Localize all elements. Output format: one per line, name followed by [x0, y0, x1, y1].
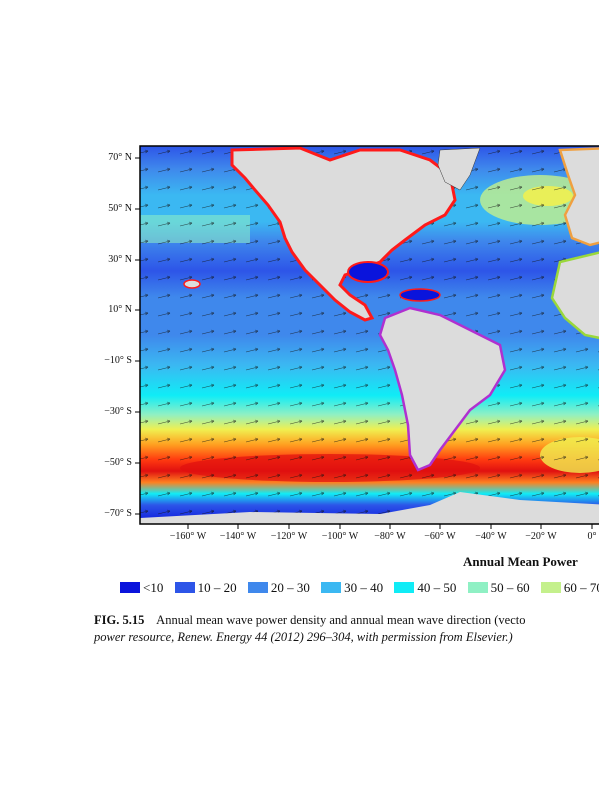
caption-line-1: FIG. 5.15 Annual mean wave power density…	[94, 612, 599, 629]
lon-label-0: 0°	[587, 531, 597, 542]
legend-item: <10	[120, 580, 163, 596]
lon-label-20w: −20° W	[525, 531, 557, 542]
legend-swatch	[467, 582, 488, 594]
north-america-landmass	[230, 146, 457, 322]
lat-label-30s: −30° S	[104, 406, 132, 417]
antarctica-landmass	[140, 492, 599, 524]
lat-label-70s: −70° S	[104, 508, 132, 519]
legend-label: 30 – 40	[344, 580, 384, 596]
legend-swatch	[394, 582, 415, 594]
lat-label-30n: 30° N	[108, 254, 132, 265]
lat-label-10n: 10° N	[108, 304, 132, 315]
map-frame	[139, 145, 599, 525]
caption-line-2: power resource, Renew. Energy 44 (2012) …	[94, 630, 513, 644]
legend-label: 10 – 20	[197, 580, 237, 596]
legend-item: 40 – 50	[394, 580, 456, 596]
legend-swatch	[540, 582, 561, 594]
colorbar-title: Annual Mean Power	[463, 554, 578, 569]
legend-swatch	[247, 582, 268, 594]
legend-swatch	[321, 582, 342, 594]
lat-label-70n: 70° N	[108, 152, 132, 163]
lon-label-60w: −60° W	[424, 531, 456, 542]
lat-label-10s: −10° S	[104, 355, 132, 366]
greenland-landmass	[437, 147, 481, 191]
figure-caption: FIG. 5.15 Annual mean wave power density…	[94, 612, 599, 646]
lon-label-40w: −40° W	[475, 531, 507, 542]
lon-label-80w: −80° W	[374, 531, 406, 542]
legend-item: 30 – 40	[321, 580, 383, 596]
legend-label: <10	[143, 580, 164, 596]
lat-label-50s: −50° S	[104, 457, 132, 468]
legend-item: 50 – 60	[467, 580, 530, 596]
legend-item: 10 – 20	[174, 580, 237, 596]
lon-label-140w: −140° W	[219, 531, 257, 542]
europe-landmass	[558, 147, 599, 247]
africa-landmass	[550, 251, 599, 340]
legend-swatch	[174, 582, 195, 594]
lat-label-50n: 50° N	[108, 203, 132, 214]
legend-item: 60 – 70	[540, 580, 599, 596]
legend-item: 20 – 30	[247, 580, 310, 596]
legend-label: 50 – 60	[490, 580, 530, 596]
south-america-landmass	[378, 306, 507, 472]
lon-label-160w: −160° W	[169, 531, 207, 542]
caption-text: Annual mean wave power density and annua…	[156, 613, 526, 627]
power-legend: <10 10 – 20 20 – 30 30 – 40 40 – 50 50 –…	[120, 579, 599, 595]
legend-label: 40 – 50	[417, 580, 457, 596]
figure-label: FIG. 5.15	[94, 613, 145, 627]
legend-label: 20 – 30	[270, 580, 310, 596]
lon-label-120w: −120° W	[270, 531, 308, 542]
lon-label-100w: −100° W	[321, 531, 359, 542]
legend-swatch	[120, 582, 140, 594]
legend-label: 60 – 70	[563, 580, 599, 596]
